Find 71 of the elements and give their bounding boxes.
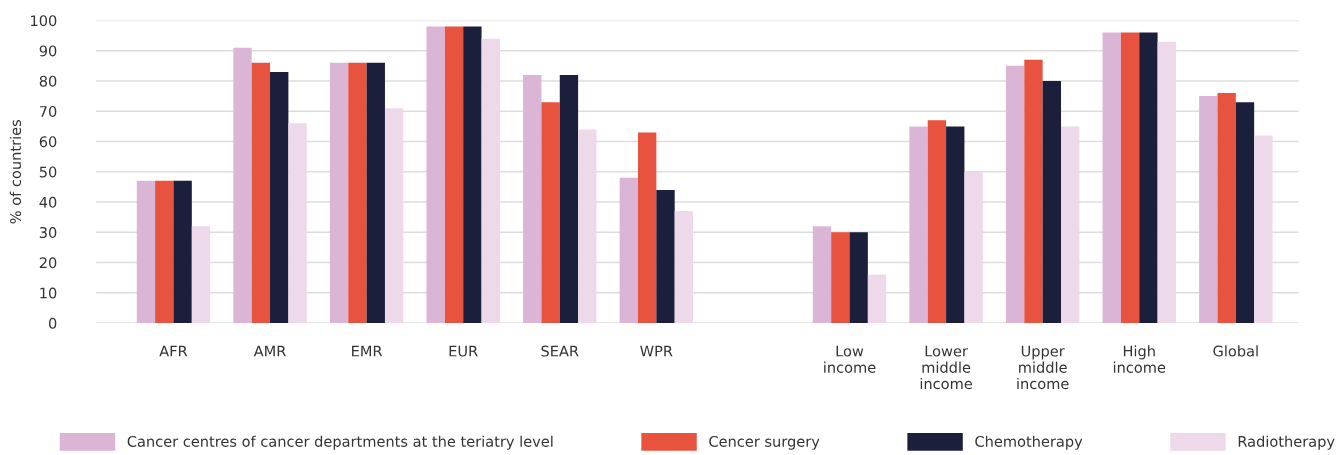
legend-label: Radiotherapy	[1238, 435, 1335, 450]
bar	[1217, 93, 1236, 324]
x-tick-label: Lower middle income	[920, 345, 973, 390]
legend-label: Chemotherapy	[975, 435, 1083, 450]
x-tick-label: Upper middle income	[1017, 345, 1069, 390]
bar	[463, 26, 482, 324]
y-tick-label: 40	[39, 196, 57, 208]
legend-label: Cancer centres of cancer departments at the teriatry level	[127, 435, 553, 450]
x-tick-label: Global	[1213, 345, 1258, 357]
bar	[329, 62, 349, 324]
legend-label: Cencer surgery	[709, 435, 820, 450]
bar	[348, 62, 367, 324]
y-tick-label: 80	[39, 75, 57, 87]
bar	[831, 232, 850, 324]
bar	[1120, 32, 1140, 324]
bar	[559, 74, 579, 324]
x-tick-label: WPR	[640, 345, 673, 357]
bar	[481, 38, 500, 324]
bar	[1139, 32, 1158, 324]
y-tick-label: 100	[31, 15, 57, 27]
y-axis-title: % of countries	[9, 120, 22, 224]
bar	[812, 226, 832, 324]
y-tick-label: 50	[39, 166, 57, 178]
bar	[1042, 80, 1062, 324]
bar	[578, 129, 597, 324]
y-tick-label: 20	[39, 257, 57, 269]
bar	[1102, 32, 1121, 324]
y-tick-label: 30	[39, 226, 57, 239]
bar	[1235, 102, 1255, 324]
bar	[366, 62, 385, 324]
bar	[656, 189, 675, 324]
bar	[867, 274, 887, 324]
y-tick-label: 90	[39, 45, 57, 57]
y-tick-label: 0	[48, 317, 57, 329]
bar	[964, 171, 983, 324]
bar	[674, 211, 694, 324]
x-tick-label: SEAR	[541, 345, 579, 357]
bar	[173, 180, 192, 324]
bar	[849, 232, 868, 324]
bar	[426, 26, 445, 324]
bar	[270, 71, 289, 324]
bar	[619, 177, 638, 324]
bar	[384, 108, 404, 324]
bar	[541, 102, 560, 324]
bar	[136, 180, 156, 324]
bar	[523, 74, 542, 324]
x-tick-label: High income	[1113, 345, 1166, 373]
y-tick-label: 10	[40, 287, 57, 299]
bar	[638, 132, 657, 324]
x-tick-label: AMR	[253, 345, 286, 357]
bar	[1199, 96, 1218, 324]
y-tick-label: 70	[39, 105, 57, 117]
bar	[1061, 126, 1080, 324]
bar	[1024, 59, 1043, 324]
bar	[1254, 135, 1273, 324]
bar	[946, 126, 965, 324]
bar	[155, 180, 174, 324]
bar	[1157, 41, 1176, 324]
bar	[927, 120, 947, 324]
x-tick-label: Low income	[824, 345, 876, 373]
bar	[191, 226, 211, 324]
y-tick-label: 60	[39, 136, 57, 148]
x-tick-label: AFR	[159, 345, 188, 357]
bar	[251, 62, 271, 324]
x-tick-label: EUR	[449, 345, 478, 357]
bar	[909, 126, 928, 324]
bar	[288, 123, 307, 324]
bar	[1005, 65, 1025, 324]
x-tick-label: EMR	[352, 345, 383, 357]
bar	[444, 26, 464, 324]
bar	[233, 47, 252, 324]
